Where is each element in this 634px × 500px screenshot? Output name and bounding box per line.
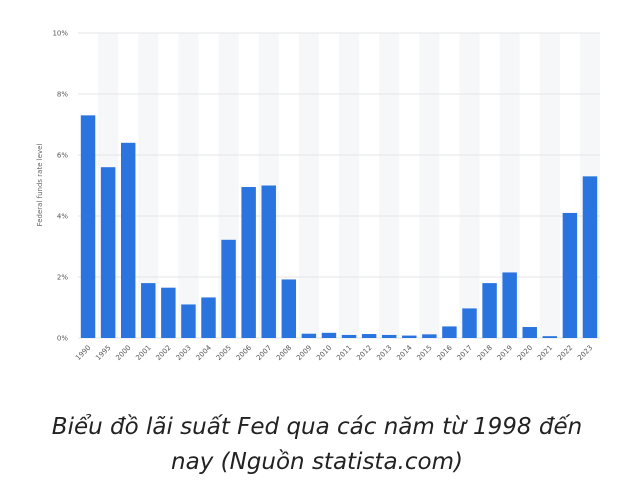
bar [381, 334, 397, 338]
bar [80, 115, 96, 338]
x-tick-label: 2000 [114, 344, 132, 362]
x-tick-label: 2014 [395, 343, 414, 362]
bar [181, 304, 196, 338]
chart-caption: Biểu đồ lãi suất Fed qua các năm từ 1998… [0, 410, 634, 480]
bar [542, 336, 558, 338]
x-tick-label: 2022 [556, 344, 574, 362]
x-tick-label: 2018 [476, 344, 494, 362]
bar [462, 308, 477, 338]
x-tick-label: 2008 [275, 344, 293, 362]
x-tick-label: 2003 [175, 344, 193, 362]
bar [100, 167, 116, 338]
x-tick-label: 2006 [235, 343, 254, 362]
x-tick-label: 2007 [255, 344, 273, 362]
bar [402, 335, 417, 338]
x-tick-label: 2001 [134, 344, 152, 362]
column-stripe [178, 33, 199, 338]
bar [442, 326, 457, 338]
bar [341, 334, 357, 338]
bar [562, 212, 578, 338]
bar [502, 272, 517, 338]
bars [80, 115, 598, 338]
y-tick-label: 6% [57, 152, 68, 160]
x-tick-label: 2021 [536, 344, 554, 362]
x-tick-label: 1995 [94, 344, 112, 362]
caption-line-2: nay (Nguồn statista.com) [171, 449, 463, 475]
bar [361, 334, 377, 338]
column-stripe [539, 33, 560, 338]
x-tick-label: 2017 [456, 344, 474, 362]
bar [241, 187, 256, 338]
x-tick-label: 2011 [335, 344, 353, 362]
x-tick-label: 2004 [195, 343, 214, 362]
column-stripe [339, 33, 360, 338]
x-tick-label: 2010 [315, 344, 333, 362]
column-stripe [298, 33, 319, 338]
x-tick-labels: 1990 1995 2000 2001 2002 2003 2004 2005 2006 2007… [74, 343, 594, 362]
x-tick-label: 2020 [516, 344, 534, 362]
column-stripes [98, 33, 600, 338]
y-axis-label: Federal funds rate level [36, 144, 44, 227]
bar [482, 283, 497, 338]
bar [221, 239, 236, 338]
bar [301, 333, 317, 338]
y-tick-label: 10% [52, 30, 68, 38]
bar [281, 279, 297, 338]
x-tick-label: 2015 [415, 344, 433, 362]
bar [161, 287, 176, 338]
column-stripe [459, 33, 480, 338]
column-stripe [499, 33, 520, 338]
bar [522, 327, 537, 338]
x-tick-label: 2002 [154, 344, 172, 362]
y-tick-label: 2% [57, 274, 68, 282]
x-tick-label: 2005 [215, 344, 233, 362]
y-tick-label: 0% [57, 335, 68, 343]
y-tick-label: 8% [57, 91, 68, 99]
caption-line-1: Biểu đồ lãi suất Fed qua các năm từ 1998… [51, 414, 583, 440]
bar [422, 334, 437, 338]
column-stripe [138, 33, 159, 338]
bar [141, 283, 156, 338]
bar [201, 297, 216, 338]
bar [321, 332, 337, 338]
chart: 0%2%4%6%8%10% 1990 1995 2000 2001 2002 2003 20… [36, 30, 600, 362]
x-tick-label: 1990 [74, 344, 92, 362]
x-tick-label: 2013 [375, 344, 393, 362]
column-stripe [419, 33, 440, 338]
x-tick-label: 2016 [436, 343, 455, 362]
x-tick-label: 2019 [496, 344, 514, 362]
column-stripe [379, 33, 400, 338]
x-tick-label: 2023 [576, 344, 594, 362]
bar [120, 142, 136, 338]
bar [261, 185, 276, 338]
bar [582, 176, 598, 338]
x-tick-label: 2009 [295, 344, 313, 362]
x-tick-label: 2012 [355, 344, 373, 362]
y-tick-label: 4% [57, 213, 68, 221]
y-tick-labels: 0% 2% 4% 6% 8% 10% [52, 30, 68, 343]
